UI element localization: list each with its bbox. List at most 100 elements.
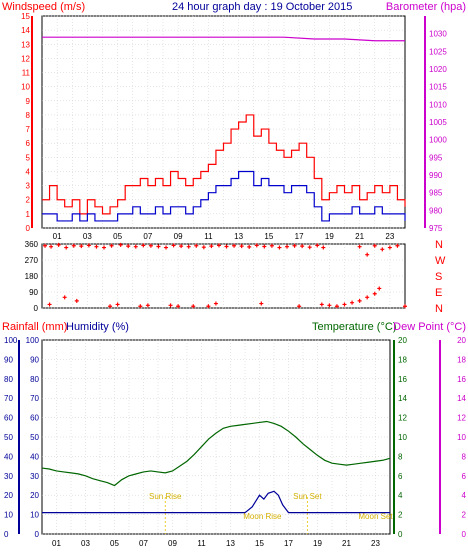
barometer-label: Barometer (hpa) — [386, 1, 466, 13]
direction-point — [300, 244, 305, 249]
direction-point — [307, 245, 312, 250]
y-tick-label: 11 — [22, 69, 31, 78]
wind-baro-panel: 0123456789101112131415975980985990995100… — [21, 12, 447, 241]
dewpoint-tick-label: 18 — [457, 355, 466, 364]
direction-point — [171, 243, 176, 248]
rainfall-label: Rainfall (mm) — [2, 321, 67, 333]
x-tick-label: 05 — [113, 232, 122, 241]
y2-tick-label: 1025 — [429, 47, 447, 56]
direction-point — [395, 243, 400, 248]
direction-point — [108, 304, 113, 309]
temp-tick-label: 18 — [398, 355, 407, 364]
compass-label: N — [435, 303, 443, 315]
x-tick-label: 09 — [168, 539, 177, 548]
rain-tick-label: 60 — [4, 414, 13, 423]
x-tick-label: 13 — [234, 232, 243, 241]
direction-point — [269, 243, 274, 248]
y2-tick-label: 1000 — [429, 136, 447, 145]
y2-tick-label: 975 — [429, 224, 443, 233]
y-tick-label: 2 — [26, 196, 31, 205]
x-tick-label: 17 — [284, 539, 293, 548]
direction-point — [201, 245, 206, 250]
humidity-tick-label: 70 — [30, 394, 39, 403]
rain-tick-label: 80 — [4, 375, 13, 384]
direction-point — [262, 244, 267, 249]
rain-tick-label: 20 — [4, 491, 13, 500]
y-tick-label: 13 — [21, 40, 30, 49]
humidity-tick-label: 30 — [30, 472, 39, 481]
compass-label: S — [435, 271, 442, 283]
y-tick-label: 270 — [25, 256, 39, 265]
direction-point — [327, 303, 332, 308]
temp-tick-label: 10 — [398, 433, 407, 442]
direction-point — [118, 242, 123, 247]
direction-point — [277, 245, 282, 250]
direction-point — [138, 304, 143, 309]
direction-point — [315, 243, 320, 248]
direction-point — [365, 252, 370, 257]
x-tick-label: 21 — [355, 232, 364, 241]
direction-point — [372, 243, 377, 248]
direction-point — [156, 244, 161, 249]
y-tick-label: 4 — [26, 167, 31, 176]
dewpoint-tick-label: 8 — [462, 452, 467, 461]
direction-point — [259, 301, 264, 306]
rain-tick-label: 90 — [4, 355, 13, 364]
direction-point — [297, 304, 302, 309]
y-tick-label: 90 — [29, 288, 38, 297]
x-tick-label: 05 — [110, 539, 119, 548]
direction-point — [216, 243, 221, 248]
x-tick-label: 23 — [371, 539, 380, 548]
x-tick-label: 19 — [325, 232, 334, 241]
direction-point — [254, 243, 259, 248]
direction-point — [109, 243, 114, 248]
y-tick-label: 12 — [21, 54, 30, 63]
direction-point — [176, 304, 181, 309]
rain-tick-label: 40 — [4, 452, 13, 461]
x-tick-label: 21 — [342, 539, 351, 548]
x-tick-label: 11 — [197, 539, 206, 548]
y-tick-label: 10 — [21, 83, 30, 92]
direction-point — [148, 243, 153, 248]
y2-tick-label: 1015 — [429, 83, 447, 92]
direction-point — [213, 301, 218, 306]
y-tick-label: 1 — [26, 210, 31, 219]
annotation-label: Moon Rise — [243, 512, 282, 521]
direction-point — [239, 244, 244, 249]
direction-point — [141, 243, 146, 248]
humidity-tick-label: 90 — [30, 355, 39, 364]
humidity-tick-label: 20 — [30, 491, 39, 500]
direction-point — [321, 245, 326, 250]
direction-point — [145, 303, 150, 308]
x-tick-label: 09 — [174, 232, 183, 241]
humidity-tick-label: 100 — [26, 336, 40, 345]
direction-point — [342, 302, 347, 307]
humidity-tick-label: 50 — [30, 433, 39, 442]
x-tick-label: 03 — [81, 539, 90, 548]
direction-point — [62, 295, 67, 300]
y-tick-label: 15 — [21, 12, 30, 21]
direction-point — [319, 302, 324, 307]
compass-label: N — [435, 239, 443, 251]
direction-point — [350, 300, 355, 305]
direction-point — [133, 244, 138, 249]
chart-title: 24 hour graph day : 19 October 2015 — [172, 1, 352, 13]
x-tick-label: 01 — [53, 232, 62, 241]
direction-point — [209, 244, 214, 249]
rain-tick-label: 70 — [4, 394, 13, 403]
x-tick-label: 07 — [139, 539, 148, 548]
dewpoint-tick-label: 4 — [462, 491, 467, 500]
x-tick-label: 15 — [264, 232, 273, 241]
y-tick-label: 6 — [26, 139, 31, 148]
compass-label: E — [435, 287, 442, 299]
y2-tick-label: 1030 — [429, 30, 447, 39]
y2-tick-label: 995 — [429, 153, 443, 162]
dewpoint-tick-label: 20 — [457, 336, 466, 345]
direction-point — [56, 242, 61, 247]
dewpoint-tick-label: 2 — [462, 511, 467, 520]
direction-point — [115, 302, 120, 307]
x-tick-label: 15 — [255, 539, 264, 548]
dewpoint-tick-label: 12 — [457, 414, 466, 423]
y-tick-label: 8 — [26, 111, 31, 120]
